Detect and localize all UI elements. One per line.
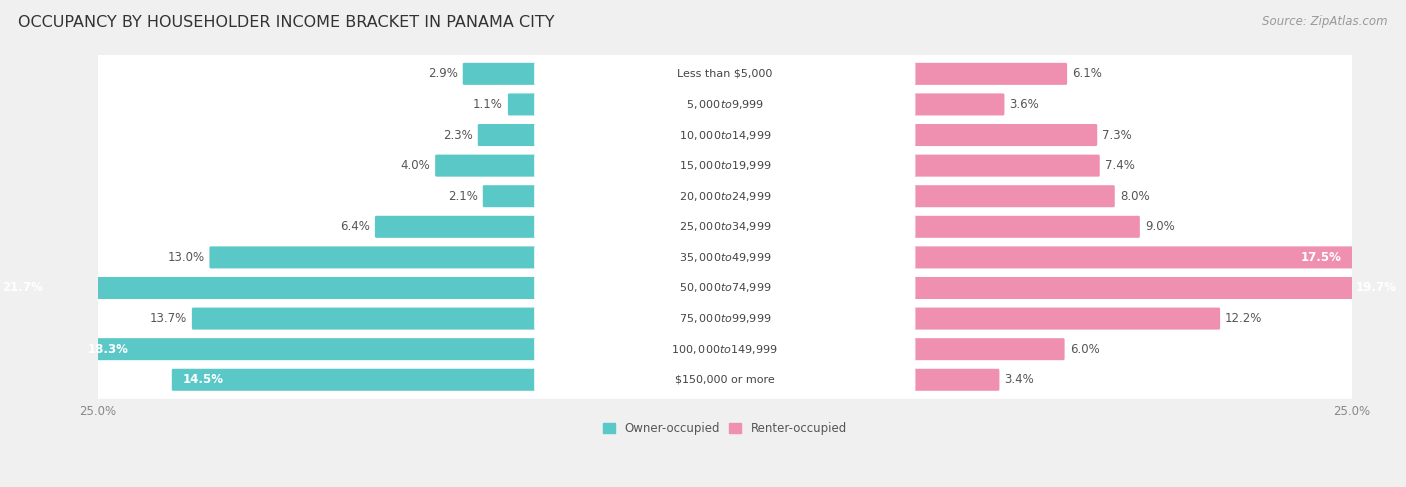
Text: 3.6%: 3.6% bbox=[1010, 98, 1039, 111]
FancyBboxPatch shape bbox=[482, 185, 538, 207]
FancyBboxPatch shape bbox=[911, 369, 1000, 391]
FancyBboxPatch shape bbox=[508, 94, 538, 115]
FancyBboxPatch shape bbox=[94, 208, 1355, 246]
Text: $20,000 to $24,999: $20,000 to $24,999 bbox=[679, 190, 770, 203]
FancyBboxPatch shape bbox=[94, 330, 1355, 368]
FancyBboxPatch shape bbox=[463, 63, 538, 85]
Text: 8.0%: 8.0% bbox=[1119, 190, 1150, 203]
FancyBboxPatch shape bbox=[534, 123, 915, 148]
FancyBboxPatch shape bbox=[911, 63, 1067, 85]
Legend: Owner-occupied, Renter-occupied: Owner-occupied, Renter-occupied bbox=[598, 417, 852, 439]
Text: 7.3%: 7.3% bbox=[1102, 129, 1132, 142]
Text: $15,000 to $19,999: $15,000 to $19,999 bbox=[679, 159, 770, 172]
FancyBboxPatch shape bbox=[534, 214, 915, 239]
FancyBboxPatch shape bbox=[534, 61, 915, 86]
Text: 21.7%: 21.7% bbox=[3, 281, 44, 295]
Text: 7.4%: 7.4% bbox=[1105, 159, 1135, 172]
Text: $75,000 to $99,999: $75,000 to $99,999 bbox=[679, 312, 770, 325]
FancyBboxPatch shape bbox=[911, 94, 1004, 115]
FancyBboxPatch shape bbox=[94, 269, 1355, 307]
FancyBboxPatch shape bbox=[94, 300, 1355, 337]
Text: Less than $5,000: Less than $5,000 bbox=[678, 69, 772, 79]
Text: 2.3%: 2.3% bbox=[443, 129, 472, 142]
Text: $50,000 to $74,999: $50,000 to $74,999 bbox=[679, 281, 770, 295]
Text: $10,000 to $14,999: $10,000 to $14,999 bbox=[679, 129, 770, 142]
FancyBboxPatch shape bbox=[911, 308, 1220, 330]
Text: $25,000 to $34,999: $25,000 to $34,999 bbox=[679, 220, 770, 233]
FancyBboxPatch shape bbox=[911, 124, 1097, 146]
Text: Source: ZipAtlas.com: Source: ZipAtlas.com bbox=[1263, 15, 1388, 28]
Text: 2.1%: 2.1% bbox=[449, 190, 478, 203]
Text: 17.5%: 17.5% bbox=[1301, 251, 1341, 264]
FancyBboxPatch shape bbox=[94, 55, 1355, 93]
Text: 2.9%: 2.9% bbox=[427, 67, 458, 80]
FancyBboxPatch shape bbox=[534, 367, 915, 393]
Text: 3.4%: 3.4% bbox=[1004, 373, 1035, 386]
FancyBboxPatch shape bbox=[94, 86, 1355, 123]
FancyBboxPatch shape bbox=[478, 124, 538, 146]
FancyBboxPatch shape bbox=[911, 338, 1064, 360]
FancyBboxPatch shape bbox=[534, 306, 915, 331]
Text: 1.1%: 1.1% bbox=[472, 98, 503, 111]
FancyBboxPatch shape bbox=[94, 361, 1355, 399]
Text: 6.0%: 6.0% bbox=[1070, 343, 1099, 356]
FancyBboxPatch shape bbox=[94, 177, 1355, 215]
Text: 9.0%: 9.0% bbox=[1144, 220, 1174, 233]
Text: OCCUPANCY BY HOUSEHOLDER INCOME BRACKET IN PANAMA CITY: OCCUPANCY BY HOUSEHOLDER INCOME BRACKET … bbox=[18, 15, 555, 30]
FancyBboxPatch shape bbox=[94, 116, 1355, 154]
Text: 12.2%: 12.2% bbox=[1225, 312, 1263, 325]
FancyBboxPatch shape bbox=[172, 369, 538, 391]
Text: 13.0%: 13.0% bbox=[167, 251, 204, 264]
FancyBboxPatch shape bbox=[534, 153, 915, 178]
FancyBboxPatch shape bbox=[434, 154, 538, 177]
FancyBboxPatch shape bbox=[94, 147, 1355, 185]
Text: 13.7%: 13.7% bbox=[149, 312, 187, 325]
FancyBboxPatch shape bbox=[76, 338, 538, 360]
Text: 19.7%: 19.7% bbox=[1355, 281, 1398, 295]
FancyBboxPatch shape bbox=[534, 276, 915, 300]
FancyBboxPatch shape bbox=[534, 92, 915, 117]
Text: $5,000 to $9,999: $5,000 to $9,999 bbox=[686, 98, 763, 111]
FancyBboxPatch shape bbox=[191, 308, 538, 330]
FancyBboxPatch shape bbox=[911, 216, 1140, 238]
FancyBboxPatch shape bbox=[534, 337, 915, 362]
Text: 6.4%: 6.4% bbox=[340, 220, 370, 233]
Text: 14.5%: 14.5% bbox=[183, 373, 224, 386]
Text: $100,000 to $149,999: $100,000 to $149,999 bbox=[672, 343, 778, 356]
FancyBboxPatch shape bbox=[375, 216, 538, 238]
Text: 6.1%: 6.1% bbox=[1073, 67, 1102, 80]
Text: $150,000 or more: $150,000 or more bbox=[675, 375, 775, 385]
FancyBboxPatch shape bbox=[911, 277, 1406, 299]
Text: 18.3%: 18.3% bbox=[87, 343, 129, 356]
FancyBboxPatch shape bbox=[534, 245, 915, 270]
FancyBboxPatch shape bbox=[0, 277, 538, 299]
FancyBboxPatch shape bbox=[911, 246, 1353, 268]
FancyBboxPatch shape bbox=[911, 185, 1115, 207]
FancyBboxPatch shape bbox=[209, 246, 538, 268]
Text: 4.0%: 4.0% bbox=[401, 159, 430, 172]
FancyBboxPatch shape bbox=[94, 239, 1355, 276]
FancyBboxPatch shape bbox=[534, 184, 915, 209]
Text: $35,000 to $49,999: $35,000 to $49,999 bbox=[679, 251, 770, 264]
FancyBboxPatch shape bbox=[911, 154, 1099, 177]
